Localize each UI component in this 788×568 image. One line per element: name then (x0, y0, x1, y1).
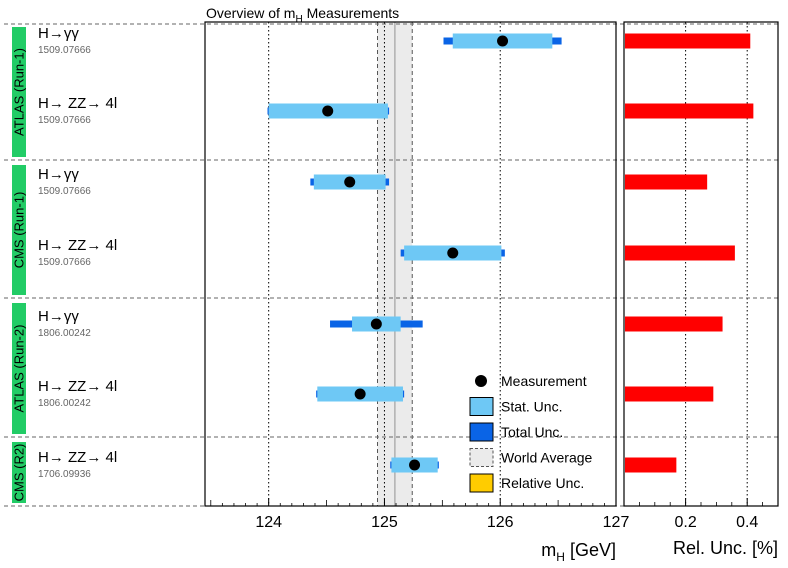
x-axis-label-subscript: H (556, 550, 565, 564)
marks-layer (267, 33, 754, 473)
reference-label: 1509.07666 (38, 115, 91, 126)
group-label-text: ATLAS (Run-2) (11, 325, 26, 413)
group-label-text: CMS (R2) (11, 444, 26, 502)
group-label-bar (12, 27, 26, 157)
measurement-point (497, 35, 509, 47)
reference-label: 1806.00242 (38, 328, 91, 339)
relative-unc-bar (625, 103, 754, 119)
reference-label: 1509.07666 (38, 45, 91, 56)
legend-total-swatch (469, 422, 494, 442)
legend-world-swatch (469, 448, 494, 467)
legend: Measurement Stat. Unc. Total Unc. World Ave… (469, 373, 593, 493)
x-tick-label: 127 (603, 514, 630, 531)
relative-unc-bar (625, 386, 714, 402)
x-tick-label: 125 (371, 514, 398, 531)
legend-label: Stat. Unc. (501, 399, 562, 415)
channel-label: H→ ZZ→ 4l (38, 237, 117, 254)
group-label-text: CMS (Run-1) (11, 192, 26, 269)
measurement-point (344, 176, 356, 188)
group-label-bar (12, 165, 26, 295)
channel-label: H→γγ (38, 166, 79, 183)
group-label-bar (12, 442, 26, 503)
legend-relative-swatch (469, 473, 494, 493)
group-label-text: ATLAS (Run-1) (11, 48, 26, 136)
measurement-point (354, 388, 366, 400)
reference-label: 1509.07666 (38, 257, 91, 268)
channel-label: H→ ZZ→ 4l (38, 378, 117, 395)
legend-stat-swatch (469, 397, 494, 416)
x-axis-label: mH [GeV] (541, 540, 616, 564)
relative-unc-bar (625, 316, 723, 332)
main-plot-frame (204, 21, 617, 507)
reference-label: 1806.00242 (38, 398, 91, 409)
bands-layer (377, 22, 413, 506)
relative-unc-bar (625, 245, 735, 261)
chart-title-subscript: H (295, 14, 302, 25)
relative-unc-bar (625, 174, 708, 190)
labels-layer: 124 125 126 127 0.2 0.4 ATLAS (Run-1) CMS (Run-… (11, 25, 758, 531)
legend-label: Relative Unc. (501, 475, 584, 491)
relative-plot-frame (623, 21, 779, 507)
measurement-point (447, 247, 459, 259)
measurement-point (322, 105, 334, 117)
measurement-point (409, 459, 421, 471)
channel-label: H→ ZZ→ 4l (38, 95, 117, 112)
x-tick-label: 126 (487, 514, 514, 531)
channel-label: H→γγ (38, 308, 79, 325)
relative-unc-bar (625, 457, 677, 473)
reference-label: 1706.09936 (38, 469, 91, 480)
rel-axis-label: Rel. Unc. [%] (673, 538, 778, 558)
legend-label: World Average (501, 450, 593, 466)
reference-label: 1509.07666 (38, 186, 91, 197)
grid-layer (210, 22, 779, 506)
legend-label: Measurement (501, 373, 587, 389)
group-label-bar (12, 303, 26, 434)
frames-layer (204, 21, 779, 507)
channel-label: H→ ZZ→ 4l (38, 449, 117, 466)
relative-unc-bar (625, 33, 751, 49)
chart-title: Overview of mH Measurements (206, 5, 399, 25)
channel-label: H→γγ (38, 25, 79, 42)
rel-tick-label: 0.4 (736, 514, 758, 531)
rel-tick-label: 0.2 (674, 514, 696, 531)
x-tick-label: 124 (255, 514, 282, 531)
legend-measurement-swatch (475, 375, 487, 387)
legend-label: Total Unc. (501, 424, 563, 440)
measurement-point (370, 318, 382, 330)
